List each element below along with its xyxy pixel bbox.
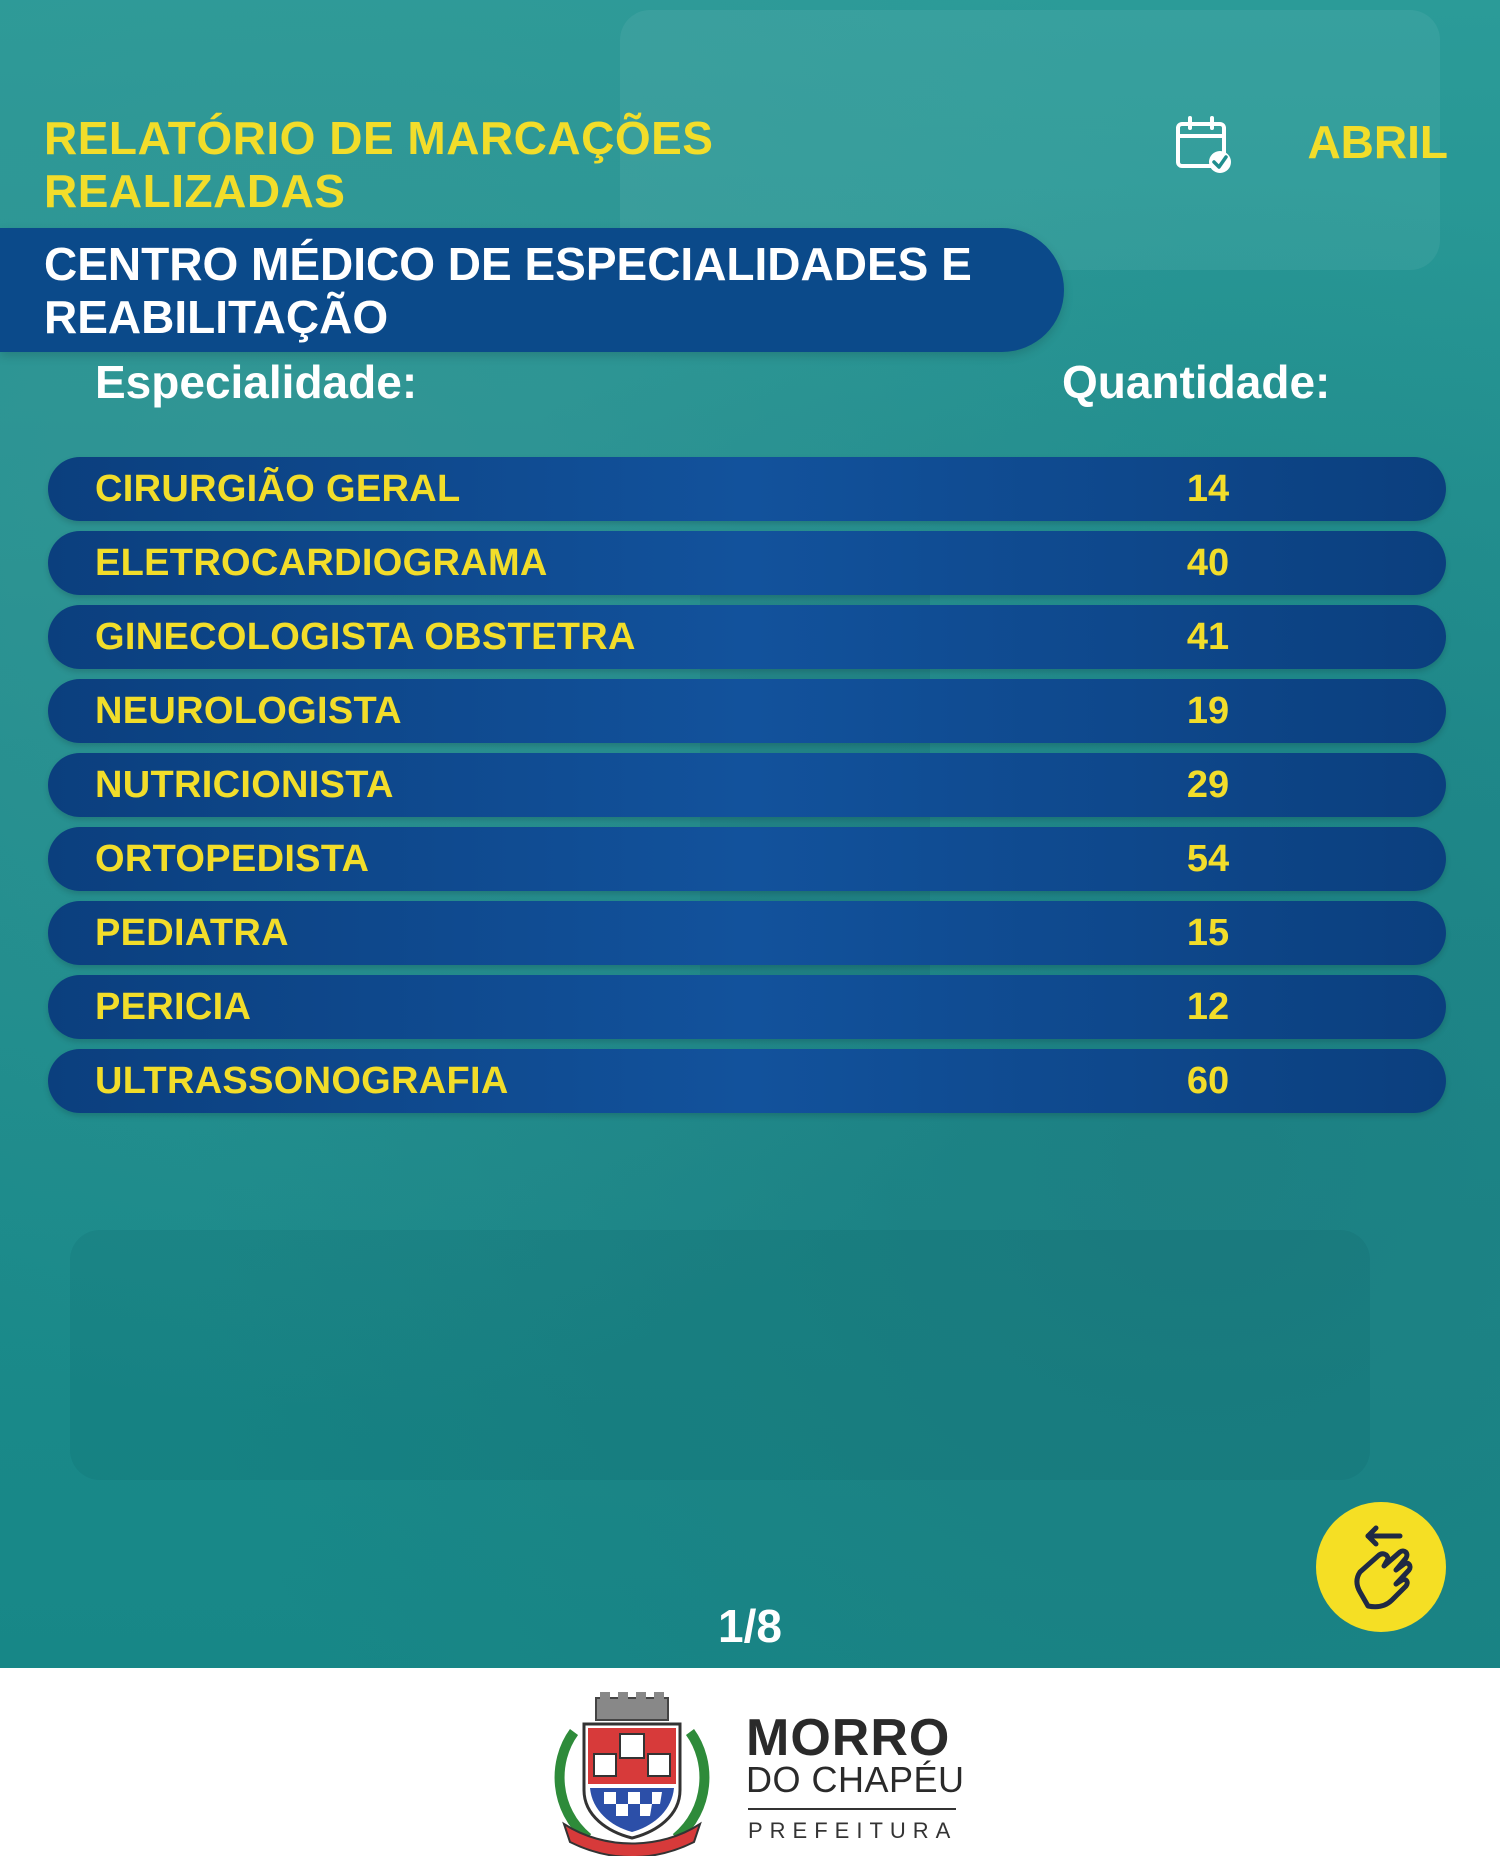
background-blur-shape — [620, 10, 1440, 270]
specialty-name: CIRURGIÃO GERAL — [95, 468, 461, 510]
brand-line-2: DO CHAPÉU — [746, 1759, 965, 1800]
municipal-crest-logo — [554, 1692, 710, 1856]
specialty-name: ELETROCARDIOGRAMA — [95, 542, 548, 584]
list-item: PEDIATRA 15 — [48, 901, 1446, 965]
report-month: ABRIL — [1307, 116, 1448, 168]
specialty-name: ULTRASSONOGRAFIA — [95, 1060, 509, 1102]
specialty-name: NUTRICIONISTA — [95, 764, 394, 806]
brand-line-3: PREFEITURA — [748, 1818, 958, 1843]
specialty-quantity: 15 — [1186, 912, 1230, 954]
specialty-quantity: 29 — [1186, 764, 1230, 806]
specialty-quantity: 12 — [1186, 986, 1230, 1028]
specialty-name: PEDIATRA — [95, 912, 289, 954]
specialty-name: PERICIA — [95, 986, 252, 1028]
specialty-name: NEUROLOGISTA — [95, 690, 402, 732]
swipe-hand-icon — [1354, 1525, 1413, 1610]
list-item: ELETROCARDIOGRAMA 40 — [48, 531, 1446, 595]
report-poster: RELATÓRIO DE MARCAÇÕES REALIZADAS ABRIL … — [0, 0, 1500, 1668]
specialty-name: GINECOLOGISTA OBSTETRA — [95, 616, 636, 658]
list-item: NEUROLOGISTA 19 — [48, 679, 1446, 743]
unit-name: CENTRO MÉDICO DE ESPECIALIDADES E REABIL… — [44, 238, 972, 343]
specialty-quantity: 60 — [1186, 1060, 1230, 1102]
list-item: ORTOPEDISTA 54 — [48, 827, 1446, 891]
specialty-quantity: 19 — [1186, 690, 1230, 732]
list-item: GINECOLOGISTA OBSTETRA 41 — [48, 605, 1446, 669]
background-blur-shape — [70, 1230, 1370, 1480]
swipe-next-button[interactable] — [1316, 1502, 1446, 1632]
specialty-quantity: 54 — [1186, 838, 1230, 880]
specialty-name: ORTOPEDISTA — [95, 838, 370, 880]
column-header-specialty: Especialidade: — [95, 356, 418, 408]
list-item: PERICIA 12 — [48, 975, 1446, 1039]
brand-line-1: MORRO — [746, 1709, 951, 1767]
column-header-quantity: Quantidade: — [1062, 356, 1331, 408]
page-indicator: 1/8 — [718, 1600, 782, 1652]
unit-banner: CENTRO MÉDICO DE ESPECIALIDADES E REABIL… — [0, 228, 1064, 352]
calendar-check-icon — [1176, 116, 1231, 173]
list-item: NUTRICIONISTA 29 — [48, 753, 1446, 817]
brand-divider — [748, 1808, 956, 1810]
specialty-quantity: 40 — [1186, 542, 1230, 584]
specialty-list: CIRURGIÃO GERAL 14 ELETROCARDIOGRAMA 40 … — [48, 457, 1446, 1123]
list-item: ULTRASSONOGRAFIA 60 — [48, 1049, 1446, 1113]
specialty-quantity: 14 — [1186, 468, 1230, 510]
list-item: CIRURGIÃO GERAL 14 — [48, 457, 1446, 521]
specialty-quantity: 41 — [1186, 616, 1230, 658]
footer — [0, 1668, 1500, 1875]
report-title: RELATÓRIO DE MARCAÇÕES REALIZADAS — [44, 112, 714, 217]
